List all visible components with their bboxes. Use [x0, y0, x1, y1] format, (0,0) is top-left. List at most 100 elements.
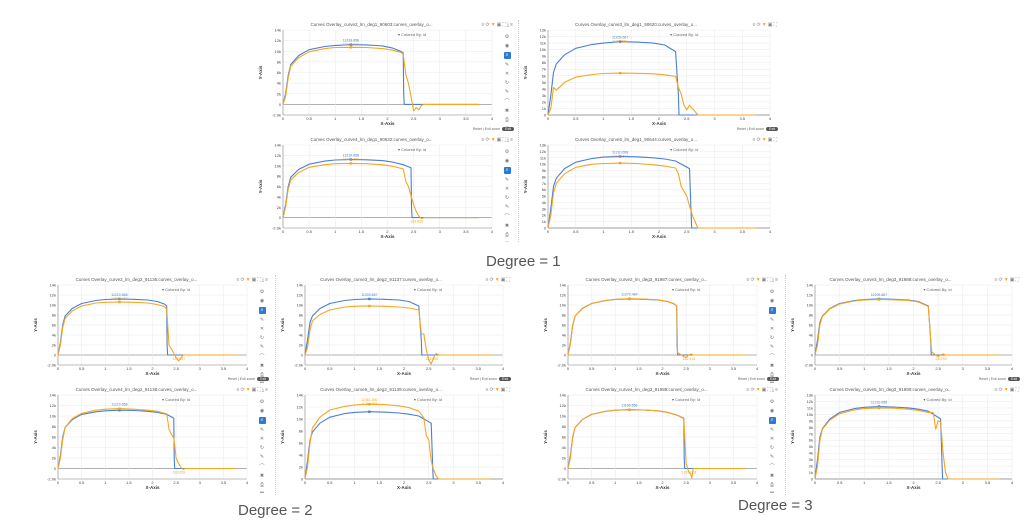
- print-icon[interactable]: ⎙: [504, 232, 509, 238]
- grid-icon[interactable]: ▦: [505, 241, 510, 242]
- rotate-icon[interactable]: ↻: [504, 80, 510, 86]
- camera-icon[interactable]: ▣: [1009, 387, 1016, 393]
- peak-marker[interactable]: [618, 161, 622, 165]
- series-line-blue[interactable]: [547, 41, 757, 116]
- peak-marker[interactable]: [118, 297, 121, 301]
- exit-pill-button[interactable]: Exit: [767, 377, 779, 381]
- eye-icon[interactable]: ◉: [769, 408, 775, 414]
- peak-marker[interactable]: [618, 155, 622, 158]
- exit-zoom-button[interactable]: Exit zoom: [748, 127, 765, 131]
- fullscreen-icon[interactable]: ⛶: [502, 22, 507, 28]
- grid-icon[interactable]: ▦: [260, 491, 265, 493]
- x-icon[interactable]: ✖: [504, 108, 510, 114]
- reset-button[interactable]: Reset: [978, 377, 988, 381]
- series-line-orange[interactable]: [304, 305, 491, 365]
- exit-pill-button[interactable]: Exit: [766, 127, 778, 131]
- fullscreen-icon[interactable]: ⛶: [773, 137, 778, 143]
- legend-toggle-icon[interactable]: ▾: [923, 397, 927, 402]
- grid-icon[interactable]: ▦: [770, 491, 775, 493]
- legend[interactable]: ▾ Colored By: id: [672, 397, 700, 402]
- gear-icon[interactable]: ⚙: [259, 289, 265, 295]
- legend[interactable]: ▾ Colored By: id: [162, 397, 190, 402]
- x-icon[interactable]: ✖: [769, 473, 775, 479]
- series-line-orange[interactable]: [567, 298, 746, 359]
- peak-marker[interactable]: [118, 407, 121, 410]
- legend[interactable]: ▾ Colored By: id: [923, 397, 951, 402]
- close-icon[interactable]: ✕: [769, 326, 775, 332]
- peak-marker[interactable]: [368, 403, 371, 406]
- refresh-icon[interactable]: ⟳: [489, 387, 495, 393]
- peak-marker[interactable]: [628, 408, 631, 411]
- brush-icon[interactable]: ✎: [769, 454, 775, 460]
- brush-icon[interactable]: ✎: [504, 89, 510, 95]
- camera-icon[interactable]: ▣: [500, 387, 507, 393]
- rotate-icon[interactable]: ↻: [769, 445, 775, 451]
- series-line-blue[interactable]: [567, 409, 746, 470]
- filter-icon[interactable]: ▼: [761, 137, 768, 143]
- series-line-blue[interactable]: [57, 298, 236, 356]
- refresh-icon[interactable]: ⟳: [998, 277, 1004, 283]
- brush-icon[interactable]: ✎: [769, 344, 775, 350]
- filter-icon[interactable]: ▼: [494, 387, 501, 393]
- menu-icon[interactable]: ≡: [746, 277, 751, 283]
- refresh-icon[interactable]: ⟳: [756, 22, 762, 28]
- refresh-icon[interactable]: ⟳: [750, 277, 756, 283]
- zoom-icon[interactable]: ⌕: [258, 307, 266, 314]
- camera-icon[interactable]: ▣: [761, 387, 768, 393]
- legend[interactable]: ▾ Colored By: id: [414, 287, 442, 292]
- legend-toggle-icon[interactable]: ▾: [413, 397, 418, 402]
- more-icon[interactable]: ≡: [775, 387, 779, 393]
- more-icon[interactable]: ≡: [265, 387, 269, 393]
- filter-icon[interactable]: ▼: [1003, 277, 1010, 283]
- menu-icon[interactable]: ≡: [994, 277, 999, 283]
- reset-button[interactable]: Reset: [227, 377, 237, 381]
- menu-icon[interactable]: ≡: [994, 387, 999, 393]
- camera-icon[interactable]: ▣: [251, 387, 258, 393]
- print-icon[interactable]: ⎙: [504, 117, 509, 123]
- download-icon[interactable]: ⤓: [506, 137, 511, 143]
- legend[interactable]: ▾ Colored By: id: [162, 287, 190, 292]
- menu-icon[interactable]: ≡: [752, 137, 757, 143]
- rotate-icon[interactable]: ↻: [504, 195, 510, 201]
- exit-zoom-button[interactable]: Exit zoom: [484, 127, 501, 131]
- camera-icon[interactable]: ▣: [496, 137, 503, 143]
- fullscreen-icon[interactable]: ⛶: [767, 277, 772, 283]
- legend[interactable]: ▾ Colored By: id: [670, 147, 698, 152]
- fullscreen-icon[interactable]: ⛶: [257, 387, 262, 393]
- pencil-icon[interactable]: ✎: [769, 427, 775, 433]
- legend-toggle-icon[interactable]: ▾: [161, 287, 166, 292]
- rotate-icon[interactable]: ↻: [259, 335, 265, 341]
- filter-icon[interactable]: ▼: [490, 137, 497, 143]
- legend[interactable]: ▾ Colored By: id: [398, 147, 426, 152]
- series-line-orange[interactable]: [57, 408, 236, 471]
- zoom-icon[interactable]: ⌕: [503, 52, 511, 59]
- series-line-blue[interactable]: [567, 298, 746, 356]
- rotate-icon[interactable]: ↻: [769, 335, 775, 341]
- lasso-icon[interactable]: ⌒: [504, 99, 510, 105]
- menu-icon[interactable]: ≡: [236, 277, 241, 283]
- menu-icon[interactable]: ≡: [746, 387, 751, 393]
- fullscreen-icon[interactable]: ⛶: [767, 387, 772, 393]
- refresh-icon[interactable]: ⟳: [489, 277, 495, 283]
- series-line-orange[interactable]: [57, 301, 236, 362]
- peak-marker[interactable]: [368, 304, 371, 308]
- series-line-blue[interactable]: [814, 298, 1000, 356]
- pencil-icon[interactable]: ✎: [259, 427, 265, 433]
- brush-icon[interactable]: ✎: [504, 204, 510, 210]
- download-icon[interactable]: ⤓: [771, 387, 776, 393]
- gear-icon[interactable]: ⚙: [769, 289, 775, 295]
- more-icon[interactable]: ≡: [510, 22, 514, 28]
- reset-button[interactable]: Reset: [469, 377, 479, 381]
- camera-icon[interactable]: ▣: [500, 277, 507, 283]
- filter-icon[interactable]: ▼: [490, 22, 497, 28]
- legend[interactable]: ▾ Colored By: id: [672, 287, 700, 292]
- fullscreen-icon[interactable]: ⛶: [506, 387, 511, 393]
- legend-toggle-icon[interactable]: ▾: [397, 32, 402, 37]
- legend-toggle-icon[interactable]: ▾: [670, 147, 674, 152]
